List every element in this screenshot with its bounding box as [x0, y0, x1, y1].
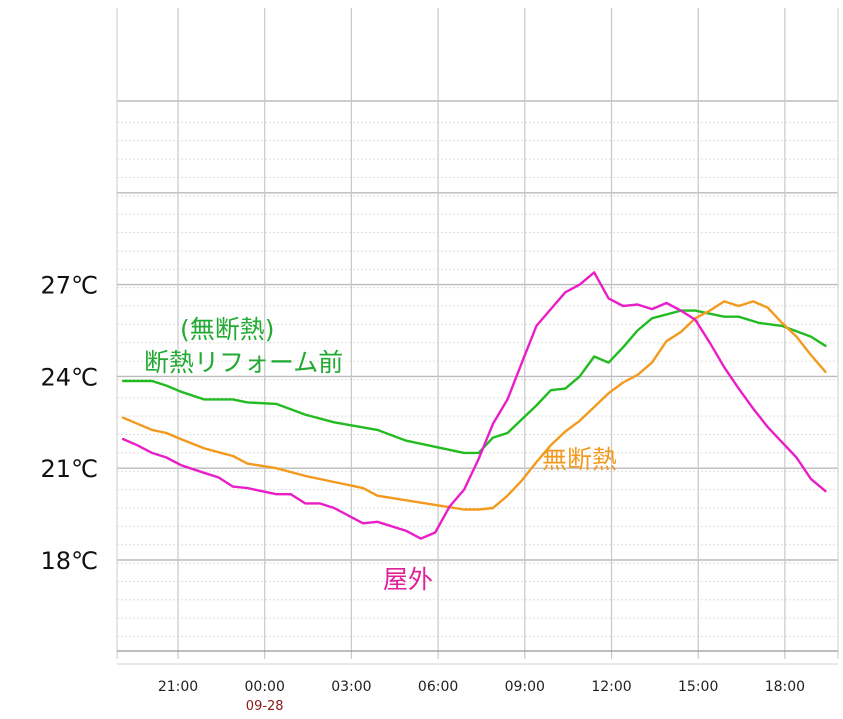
tick-labels: 18℃ 21℃ 24℃ 27℃ 21:00 00:00 09-28 03:00 06:00 09:… [41, 272, 806, 714]
x-tick-label: 21:00 [158, 679, 198, 695]
x-tick-label: 06:00 [418, 679, 458, 695]
minor-gridlines [117, 121, 838, 637]
series-line-2 [121, 271, 827, 540]
x-tick-label: 00:00 [245, 679, 285, 695]
annotation-green-line1: (無断熱) [180, 315, 275, 344]
x-tick-label: 15:00 [678, 679, 718, 695]
x-tick-label: 18:00 [765, 679, 805, 695]
series-lines [121, 271, 827, 540]
y-tick-label: 21℃ [41, 455, 99, 483]
series-line-0 [121, 309, 827, 455]
annotation-orange: 無断熱 [542, 445, 617, 474]
y-tick-label: 24℃ [41, 363, 99, 391]
y-tick-label: 27℃ [41, 272, 99, 300]
major-gridlines [116, 8, 839, 659]
x-tick-label: 09:00 [505, 679, 545, 695]
series-line-1 [121, 300, 827, 511]
x-tick-label: 12:00 [591, 679, 631, 695]
annotation-magenta: 屋外 [383, 565, 433, 594]
y-tick-label: 18℃ [41, 547, 99, 575]
x-tick-label: 03:00 [331, 679, 371, 695]
annotation-green-line2: 断熱リフォーム前 [144, 348, 343, 377]
axes [117, 650, 838, 665]
x-tick-date-label: 09-28 [246, 699, 284, 714]
